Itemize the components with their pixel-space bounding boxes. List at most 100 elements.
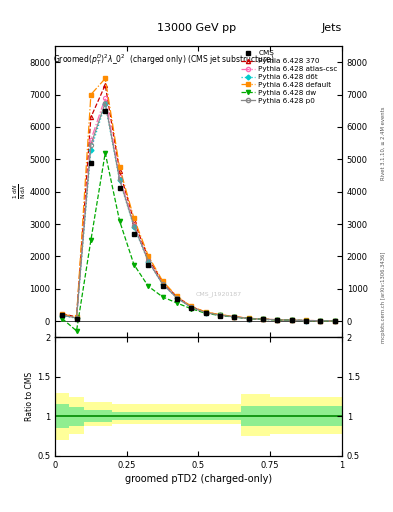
Pythia 6.428 p0 xyxy=(289,317,294,323)
Pythia 6.428 atlas-csc xyxy=(60,312,64,318)
Pythia 6.428 d6t xyxy=(174,295,179,301)
Pythia 6.428 atlas-csc xyxy=(246,315,251,322)
Pythia 6.428 default xyxy=(246,315,251,322)
Pythia 6.428 d6t xyxy=(203,310,208,316)
Pythia 6.428 default xyxy=(174,293,179,300)
Pythia 6.428 default xyxy=(304,317,309,324)
Pythia 6.428 dw xyxy=(174,300,179,306)
Pythia 6.428 d6t xyxy=(332,318,337,324)
Line: Pythia 6.428 dw: Pythia 6.428 dw xyxy=(60,151,337,333)
Pythia 6.428 p0 xyxy=(275,317,280,323)
Pythia 6.428 dw xyxy=(218,312,222,318)
Bar xyxy=(55,393,70,440)
Pythia 6.428 default xyxy=(60,311,64,317)
Pythia 6.428 dw xyxy=(88,237,93,243)
Pythia 6.428 p0 xyxy=(232,314,237,320)
Pythia 6.428 370 xyxy=(74,314,79,320)
Pythia 6.428 default xyxy=(218,311,222,317)
Pythia 6.428 370 xyxy=(218,312,222,318)
Pythia 6.428 atlas-csc xyxy=(218,312,222,318)
Bar xyxy=(198,404,241,424)
Pythia 6.428 370 xyxy=(160,279,165,285)
Line: Pythia 6.428 atlas-csc: Pythia 6.428 atlas-csc xyxy=(60,96,337,323)
Pythia 6.428 default xyxy=(88,92,93,98)
CMS xyxy=(146,262,151,268)
Pythia 6.428 370 xyxy=(261,316,265,322)
CMS xyxy=(261,316,265,323)
Pythia 6.428 370 xyxy=(275,317,280,323)
Pythia 6.428 default xyxy=(146,253,151,259)
Pythia 6.428 370 xyxy=(146,255,151,261)
Pythia 6.428 p0 xyxy=(88,142,93,148)
Pythia 6.428 p0 xyxy=(132,223,136,229)
Pythia 6.428 default xyxy=(261,316,265,322)
Pythia 6.428 d6t xyxy=(88,146,93,153)
Bar xyxy=(55,404,70,428)
Pythia 6.428 dw xyxy=(132,262,136,268)
Pythia 6.428 default xyxy=(132,215,136,221)
Pythia 6.428 370 xyxy=(332,318,337,324)
Pythia 6.428 d6t xyxy=(289,317,294,323)
Bar xyxy=(270,396,342,434)
Pythia 6.428 atlas-csc xyxy=(189,304,194,310)
Bar xyxy=(112,404,198,424)
Text: Groomed$(p_T^D)^2\lambda\_0^2$  (charged only) (CMS jet substructure): Groomed$(p_T^D)^2\lambda\_0^2$ (charged … xyxy=(53,52,275,67)
Pythia 6.428 atlas-csc xyxy=(332,318,337,324)
CMS xyxy=(60,312,64,318)
Pythia 6.428 dw xyxy=(189,306,194,312)
Bar xyxy=(112,412,198,420)
Pythia 6.428 atlas-csc xyxy=(103,95,108,101)
Pythia 6.428 dw xyxy=(203,310,208,316)
Line: Pythia 6.428 default: Pythia 6.428 default xyxy=(60,76,337,323)
Pythia 6.428 default xyxy=(203,309,208,315)
Pythia 6.428 370 xyxy=(189,304,194,310)
Pythia 6.428 default xyxy=(103,75,108,81)
Pythia 6.428 p0 xyxy=(304,317,309,324)
Bar xyxy=(70,396,84,434)
Text: CMS_J1920187: CMS_J1920187 xyxy=(195,291,242,296)
Text: Rivet 3.1.10, ≥ 2.4M events: Rivet 3.1.10, ≥ 2.4M events xyxy=(381,106,386,180)
Pythia 6.428 p0 xyxy=(174,295,179,301)
CMS xyxy=(103,108,108,114)
Pythia 6.428 370 xyxy=(103,82,108,88)
Pythia 6.428 370 xyxy=(289,317,294,323)
Pythia 6.428 d6t xyxy=(232,314,237,320)
Line: Pythia 6.428 p0: Pythia 6.428 p0 xyxy=(60,101,337,323)
Pythia 6.428 dw xyxy=(74,328,79,334)
Pythia 6.428 default xyxy=(332,318,337,324)
Pythia 6.428 default xyxy=(189,303,194,309)
Y-axis label: $\frac{1}{\mathrm{N}}\frac{\mathrm{d}N}{\mathrm{d}\lambda}$: $\frac{1}{\mathrm{N}}\frac{\mathrm{d}N}{… xyxy=(11,184,28,200)
CMS xyxy=(203,310,208,316)
Pythia 6.428 p0 xyxy=(146,258,151,264)
CMS xyxy=(304,317,309,324)
CMS xyxy=(332,318,337,324)
Pythia 6.428 default xyxy=(117,164,122,170)
CMS xyxy=(174,296,179,302)
Pythia 6.428 atlas-csc xyxy=(160,281,165,287)
Pythia 6.428 default xyxy=(232,313,237,319)
Pythia 6.428 atlas-csc xyxy=(318,317,323,324)
Bar xyxy=(241,394,270,436)
Pythia 6.428 dw xyxy=(318,318,323,324)
Pythia 6.428 atlas-csc xyxy=(174,294,179,301)
Pythia 6.428 atlas-csc xyxy=(146,258,151,264)
Pythia 6.428 p0 xyxy=(160,281,165,287)
Bar xyxy=(84,402,112,425)
CMS xyxy=(318,318,323,324)
CMS xyxy=(160,283,165,289)
Pythia 6.428 default xyxy=(74,314,79,321)
Pythia 6.428 p0 xyxy=(203,310,208,316)
Pythia 6.428 d6t xyxy=(261,316,265,323)
Pythia 6.428 p0 xyxy=(218,312,222,318)
Pythia 6.428 370 xyxy=(203,309,208,315)
CMS xyxy=(74,315,79,322)
Pythia 6.428 atlas-csc xyxy=(88,137,93,143)
Y-axis label: Ratio to CMS: Ratio to CMS xyxy=(25,372,34,421)
Pythia 6.428 dw xyxy=(232,314,237,320)
Pythia 6.428 d6t xyxy=(103,101,108,108)
Pythia 6.428 d6t xyxy=(160,281,165,287)
Pythia 6.428 d6t xyxy=(74,315,79,322)
Pythia 6.428 atlas-csc xyxy=(74,315,79,321)
Pythia 6.428 dw xyxy=(246,315,251,322)
Pythia 6.428 370 xyxy=(60,311,64,317)
